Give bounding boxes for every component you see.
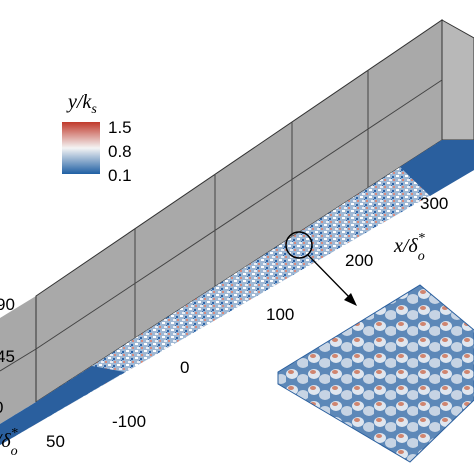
x-tick-label: 300 [420, 194, 448, 213]
rough-floor [0, 140, 474, 445]
x-tick-label: 100 [266, 305, 294, 324]
x-tick-label: 0 [180, 358, 189, 377]
colorbar-tick: 0.8 [108, 142, 132, 161]
roughness-inset [277, 284, 474, 463]
arrow-head [344, 293, 357, 306]
smooth-outlet [400, 140, 474, 196]
colorbar-title: y/ks [66, 91, 97, 117]
y-tick-label: 0 [0, 398, 3, 417]
colorbar-tick: 1.5 [108, 118, 132, 137]
colorbar-title-sub: s [91, 102, 97, 117]
zoom-arrow [307, 254, 353, 301]
colorbar-title-main: y/k [66, 91, 92, 113]
colorbar [62, 122, 100, 174]
colorbar-tick: 0.1 [108, 166, 132, 185]
x-tick-label: 200 [345, 251, 373, 270]
x-axis-label-sub: o [418, 249, 425, 264]
z-axis-label-main: z/δ [0, 430, 11, 452]
y-tick-label: 45 [0, 347, 15, 366]
wall-grid [0, 70, 443, 372]
zoom-circle [285, 231, 313, 259]
z-tick-label: 50 [46, 432, 65, 451]
y-tick-label: 90 [0, 295, 15, 314]
x-tick-label: -100 [112, 412, 146, 431]
z-axis-label: z/δ* o [0, 426, 18, 459]
x-axis-label-sup: * [418, 231, 425, 246]
smooth-inlet [0, 366, 125, 445]
z-axis-label-sub: o [11, 444, 18, 459]
x-axis-label: x/δ* o [393, 231, 425, 264]
z-axis-label-sup: * [11, 426, 18, 441]
right-wall [441, 19, 474, 141]
x-axis-label-main: x/δ [393, 235, 418, 257]
